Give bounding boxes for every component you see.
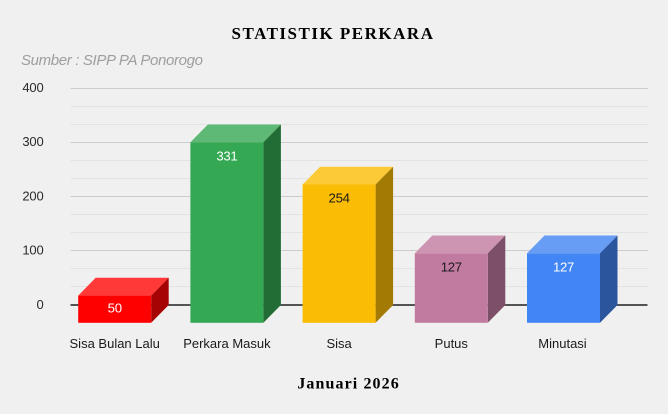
svg-text:0: 0	[36, 297, 43, 312]
svg-text:STATISTIK PERKARA: STATISTIK PERKARA	[232, 24, 435, 43]
svg-text:Sisa: Sisa	[326, 336, 352, 351]
svg-text:Sumber : SIPP PA Ponorogo: Sumber : SIPP PA Ponorogo	[21, 52, 203, 69]
svg-text:Putus: Putus	[435, 336, 469, 351]
svg-text:200: 200	[22, 188, 43, 203]
svg-text:Januari 2026: Januari 2026	[297, 376, 400, 393]
svg-text:300: 300	[22, 134, 43, 149]
svg-text:100: 100	[22, 243, 43, 258]
svg-text:50: 50	[108, 301, 122, 316]
svg-text:127: 127	[441, 259, 462, 274]
svg-text:Minutasi: Minutasi	[538, 336, 587, 351]
svg-text:331: 331	[216, 148, 237, 163]
svg-text:254: 254	[329, 191, 350, 206]
svg-text:Perkara Masuk: Perkara Masuk	[183, 336, 271, 351]
svg-text:400: 400	[22, 80, 43, 95]
svg-text:127: 127	[553, 259, 574, 274]
svg-text:Sisa Bulan Lalu: Sisa Bulan Lalu	[70, 336, 160, 351]
